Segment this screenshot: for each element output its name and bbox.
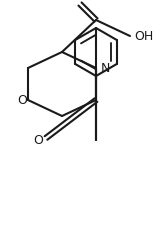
Text: N: N xyxy=(101,61,110,75)
Text: O: O xyxy=(17,93,27,106)
Text: OH: OH xyxy=(134,30,153,43)
Text: O: O xyxy=(33,135,43,148)
